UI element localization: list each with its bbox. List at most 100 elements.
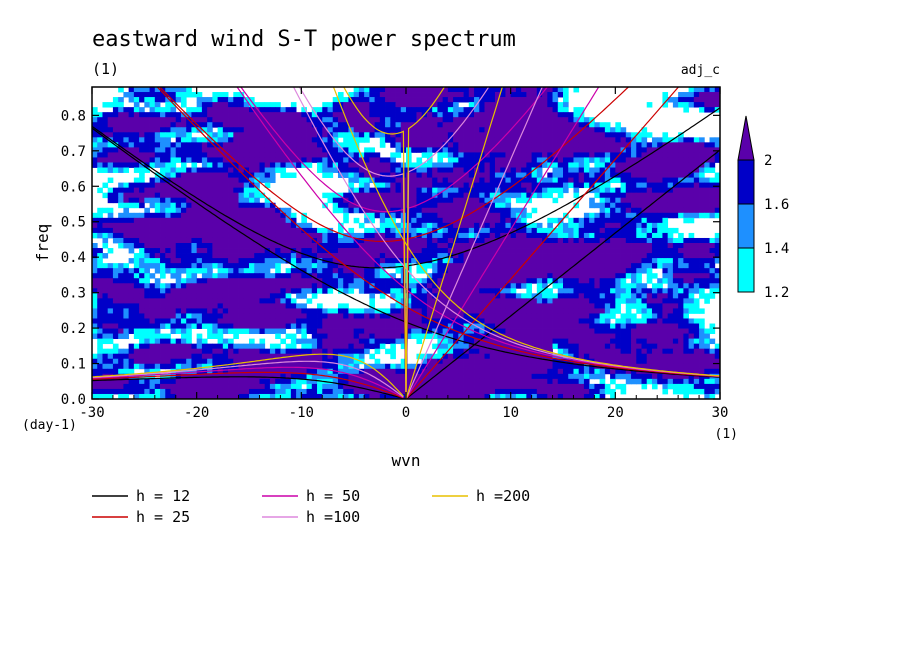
heat-cell	[568, 288, 574, 294]
heat-cell	[97, 298, 103, 304]
heat-cell	[118, 268, 124, 274]
heat-cell	[144, 122, 150, 128]
heat-cell	[594, 122, 601, 128]
heat-cell	[165, 87, 171, 93]
heat-cell	[699, 97, 705, 103]
heat-cell	[521, 283, 527, 289]
heat-cell	[474, 87, 480, 93]
heat-cell	[500, 142, 506, 148]
heat-cell	[672, 202, 679, 209]
heat-cell	[107, 293, 114, 299]
heat-cell	[563, 132, 569, 138]
heat-cell	[536, 132, 543, 138]
heat-cell	[123, 318, 130, 324]
heat-cell	[667, 248, 674, 254]
heat-cell	[133, 202, 140, 209]
heat-cell	[651, 217, 658, 224]
heat-cell	[374, 243, 381, 249]
heat-cell	[468, 232, 475, 239]
heat-cell	[693, 308, 700, 314]
heat-cell	[102, 167, 109, 173]
heat-cell	[207, 227, 213, 234]
heat-cell	[589, 268, 595, 274]
heat-cell	[243, 147, 250, 153]
heat-cell	[489, 87, 496, 93]
heat-cell	[631, 212, 637, 219]
heat-cell	[92, 268, 98, 274]
heat-cell	[662, 207, 669, 214]
heat-cell	[547, 117, 553, 123]
heat-cell	[133, 308, 140, 314]
heat-cell	[149, 232, 156, 239]
heat-cell	[426, 207, 433, 214]
heat-cell	[683, 217, 689, 224]
heat-cell	[568, 318, 574, 324]
heat-cell	[337, 157, 344, 163]
heat-cell	[594, 308, 601, 314]
heat-cell	[552, 258, 559, 264]
heat-cell	[160, 222, 166, 229]
heat-cell	[494, 212, 501, 219]
heat-cell	[432, 97, 438, 103]
heat-cell	[238, 263, 245, 269]
heat-cell	[411, 107, 417, 113]
heat-cell	[641, 323, 648, 329]
heat-cell	[180, 162, 187, 168]
heat-cell	[123, 288, 130, 294]
heat-cell	[144, 182, 150, 189]
heat-cell	[442, 97, 449, 103]
heat-cell	[285, 117, 292, 123]
heat-cell	[421, 278, 428, 284]
heat-cell	[97, 303, 103, 309]
heat-cell	[442, 127, 449, 133]
heat-cell	[233, 197, 239, 204]
heat-cell	[353, 132, 360, 138]
heat-cell	[170, 92, 177, 98]
heat-cell	[526, 293, 532, 299]
heat-cell	[406, 283, 412, 289]
heat-cell	[269, 308, 276, 314]
heat-cell	[207, 107, 213, 113]
heat-cell	[458, 232, 464, 239]
heat-cell	[102, 253, 109, 259]
heat-cell	[479, 313, 485, 319]
heat-cell	[552, 197, 559, 204]
heat-cell	[500, 157, 506, 163]
heat-cell	[693, 263, 700, 269]
heat-cell	[479, 318, 485, 324]
heat-cell	[641, 137, 648, 143]
heat-cell	[693, 253, 700, 259]
heat-cell	[337, 142, 344, 148]
heat-cell	[149, 212, 156, 219]
heat-cell	[547, 217, 553, 224]
heat-cell	[484, 167, 491, 173]
heat-cell	[337, 167, 344, 173]
heat-cell	[667, 313, 674, 319]
heat-cell	[290, 107, 297, 113]
heat-cell	[332, 207, 339, 214]
heat-cell	[521, 313, 527, 319]
heat-cell	[97, 293, 103, 299]
heat-cell	[536, 117, 543, 123]
heat-cell	[186, 147, 192, 153]
heat-cell	[144, 323, 150, 329]
heat-cell	[353, 107, 360, 113]
heat-cell	[631, 268, 637, 274]
heat-cell	[196, 248, 203, 254]
heat-cell	[416, 177, 423, 184]
heat-cell	[306, 142, 313, 148]
heat-cell	[123, 283, 130, 289]
heat-cell	[625, 298, 632, 304]
heat-cell	[139, 273, 145, 279]
heat-cell	[641, 298, 648, 304]
heat-cell	[301, 308, 307, 314]
heat-cell	[165, 202, 171, 209]
heat-cell	[264, 212, 271, 219]
heat-cell	[531, 162, 538, 168]
heat-cell	[583, 137, 590, 143]
heat-cell	[432, 278, 438, 284]
heat-cell	[526, 192, 532, 199]
heat-cell	[369, 263, 375, 269]
heat-cell	[515, 157, 522, 163]
heat-cell	[233, 112, 239, 118]
